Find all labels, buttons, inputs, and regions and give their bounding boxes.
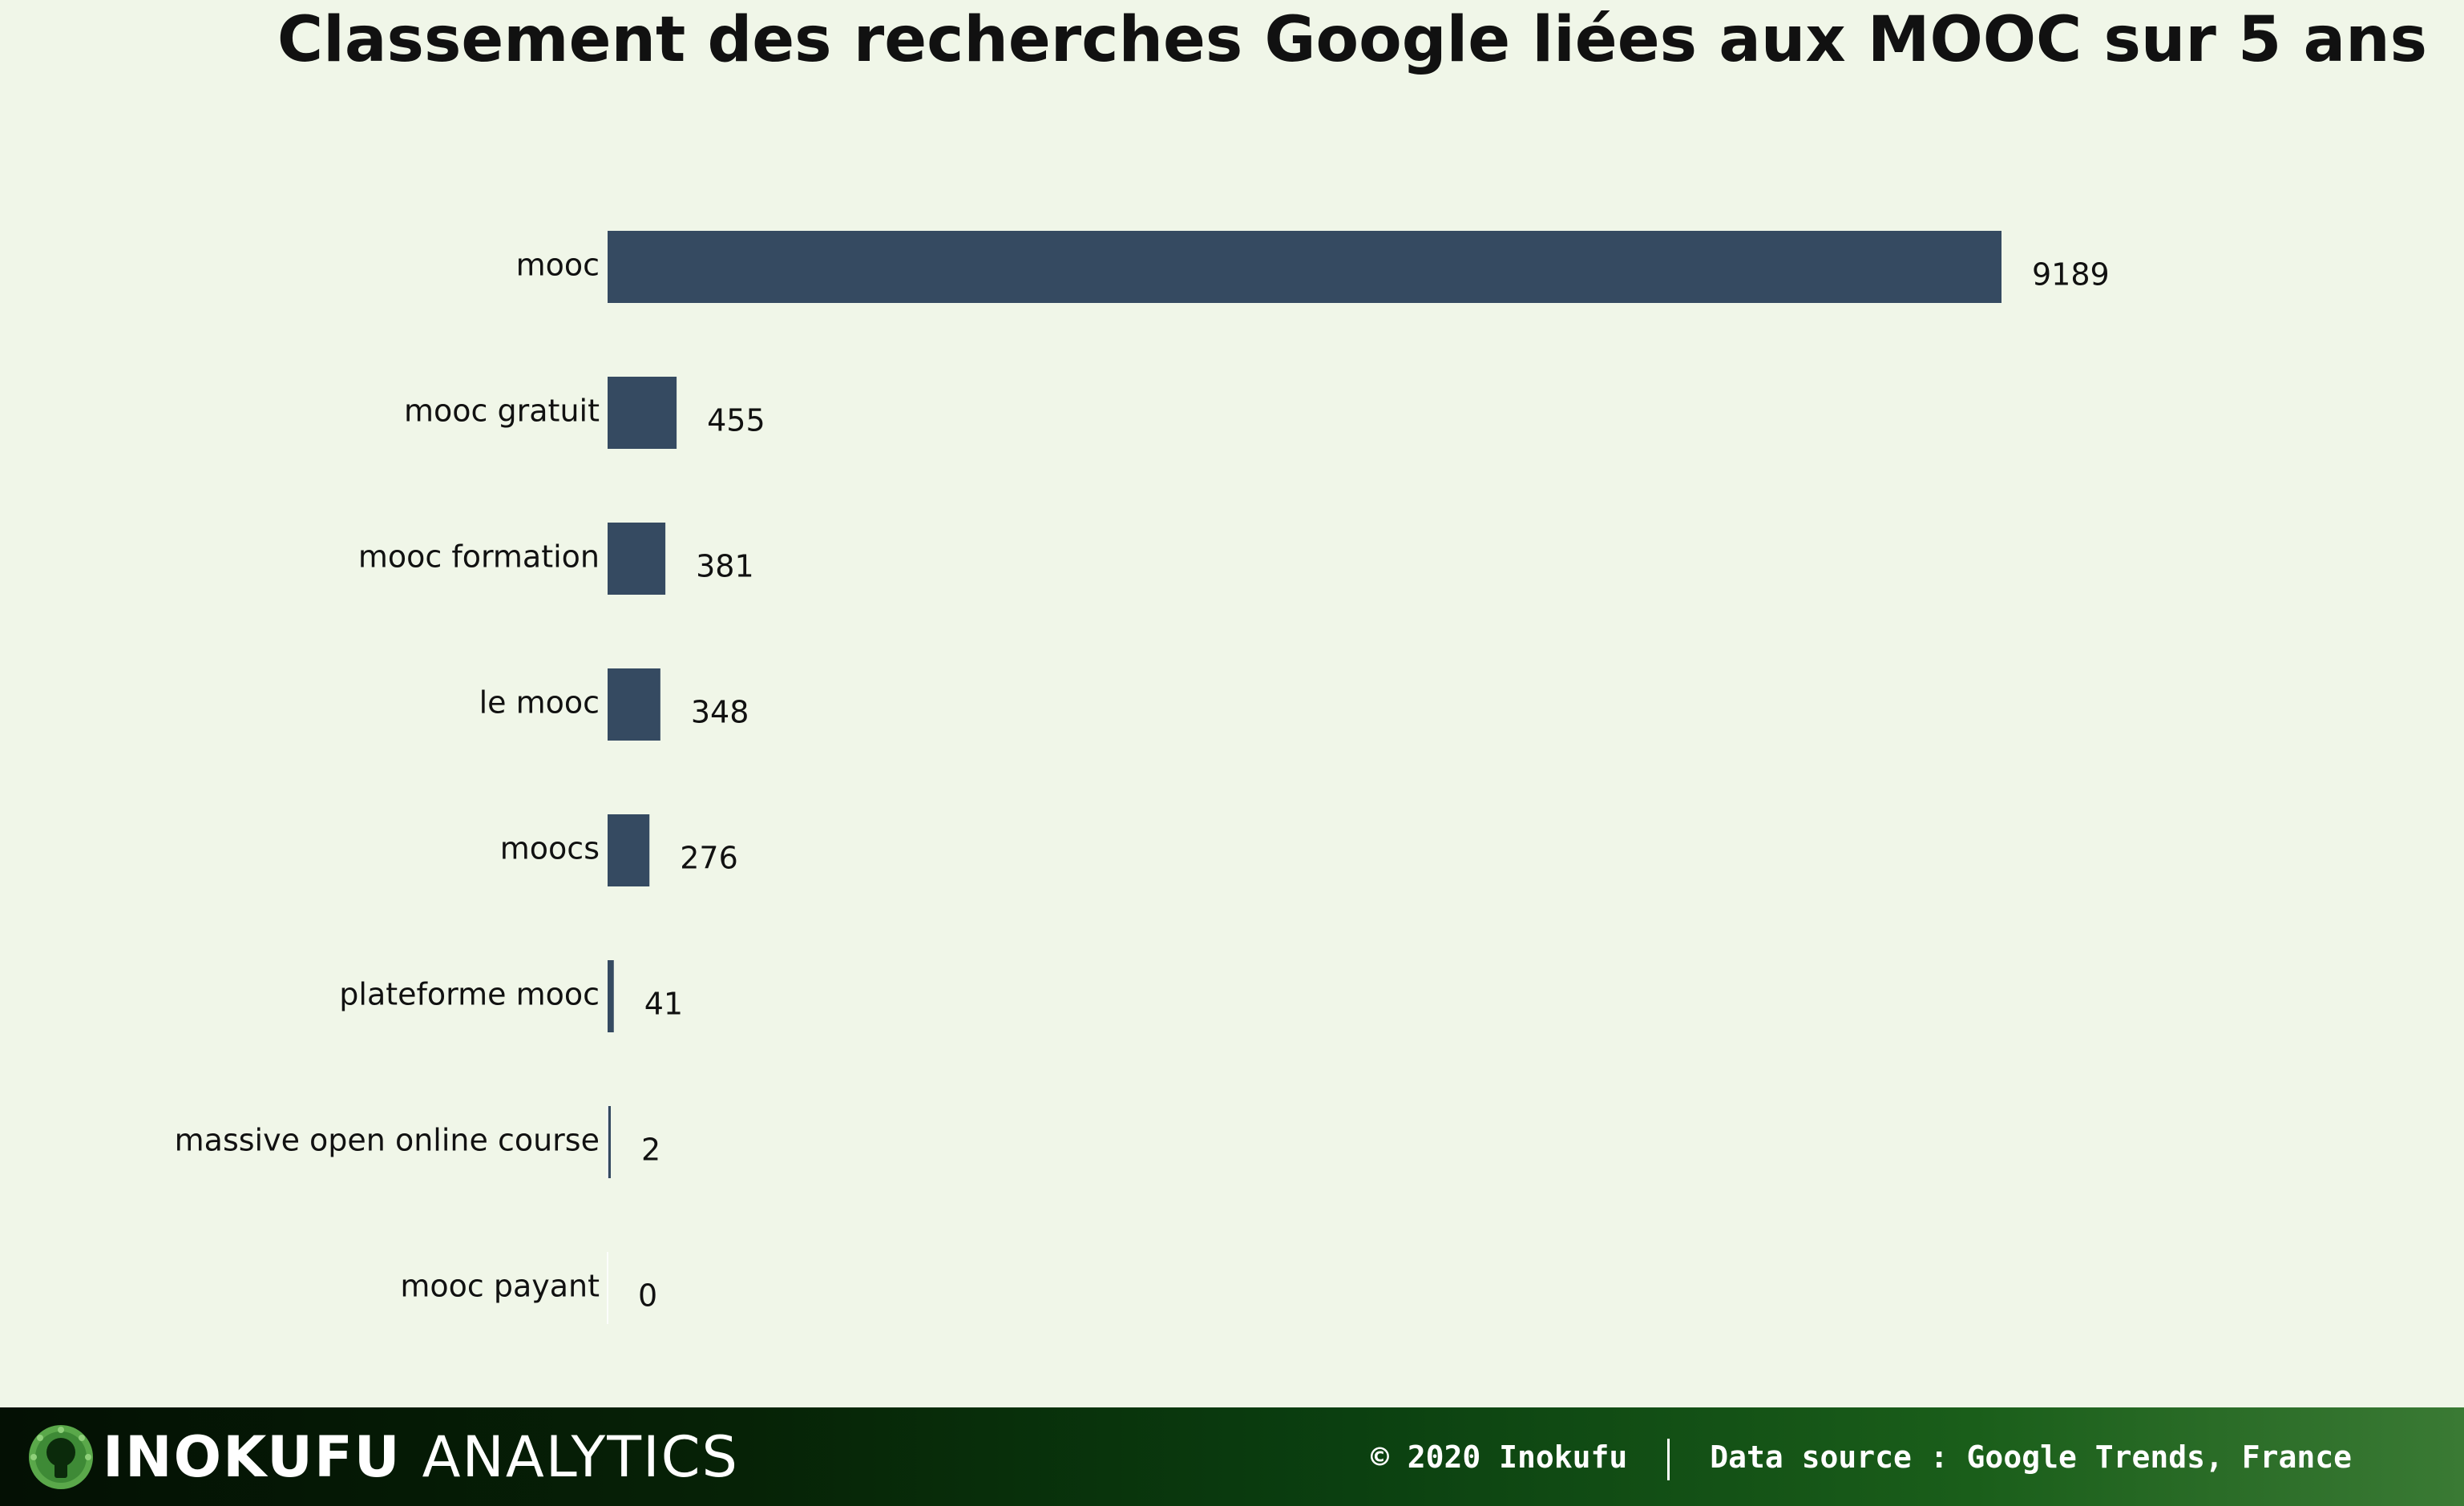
brand-logo: INOKUFU ANALYTICS <box>103 1422 739 1492</box>
category-label: mooc payant <box>400 1269 600 1304</box>
brand-name: INOKUFU <box>103 1424 402 1490</box>
bar-plateforme-mooc <box>608 960 614 1032</box>
value-label: 348 <box>691 695 749 730</box>
bar-mooc <box>608 231 2001 303</box>
value-label: 2 <box>641 1133 660 1168</box>
category-label: mooc formation <box>358 539 600 575</box>
footer-banner: INOKUFU ANALYTICS © 2020 Inokufu Data sour… <box>0 1407 2464 1506</box>
bar-mooc-gratuit <box>608 377 677 449</box>
footer-credits: © 2020 Inokufu Data source : Google Trend… <box>1371 1422 2352 1492</box>
data-source-text: Data source : Google Trends, France <box>1710 1439 2352 1475</box>
bar-chart: mooc 9189 mooc gratuit 455 mooc formation 381… <box>175 231 2110 1324</box>
chart-title: Classement des recherches Google liées a… <box>277 4 2428 76</box>
category-label: mooc gratuit <box>404 394 600 429</box>
zero-marker <box>607 1106 608 1178</box>
zero-marker <box>607 1252 608 1324</box>
value-label: 9189 <box>2032 257 2110 293</box>
category-label: massive open online course <box>175 1123 600 1158</box>
value-label: 455 <box>707 403 765 438</box>
category-label: mooc <box>516 248 600 283</box>
category-label: moocs <box>500 831 600 866</box>
brand-suffix: ANALYTICS <box>422 1424 739 1490</box>
value-label: 276 <box>680 841 738 876</box>
bar-mooc-formation <box>608 523 666 595</box>
bar-massive-open-online-course <box>608 1106 611 1178</box>
category-label: plateforme mooc <box>339 977 600 1012</box>
footer-divider <box>1667 1438 1670 1480</box>
category-label: le mooc <box>479 685 600 721</box>
copyright-text: © 2020 Inokufu <box>1370 1439 1628 1475</box>
value-label: 41 <box>644 987 683 1022</box>
value-label: 0 <box>638 1278 657 1314</box>
lightbulb-logo-icon <box>29 1425 93 1489</box>
bar-le-mooc <box>608 668 660 741</box>
value-label: 381 <box>696 549 754 584</box>
bar-moocs <box>608 814 650 886</box>
